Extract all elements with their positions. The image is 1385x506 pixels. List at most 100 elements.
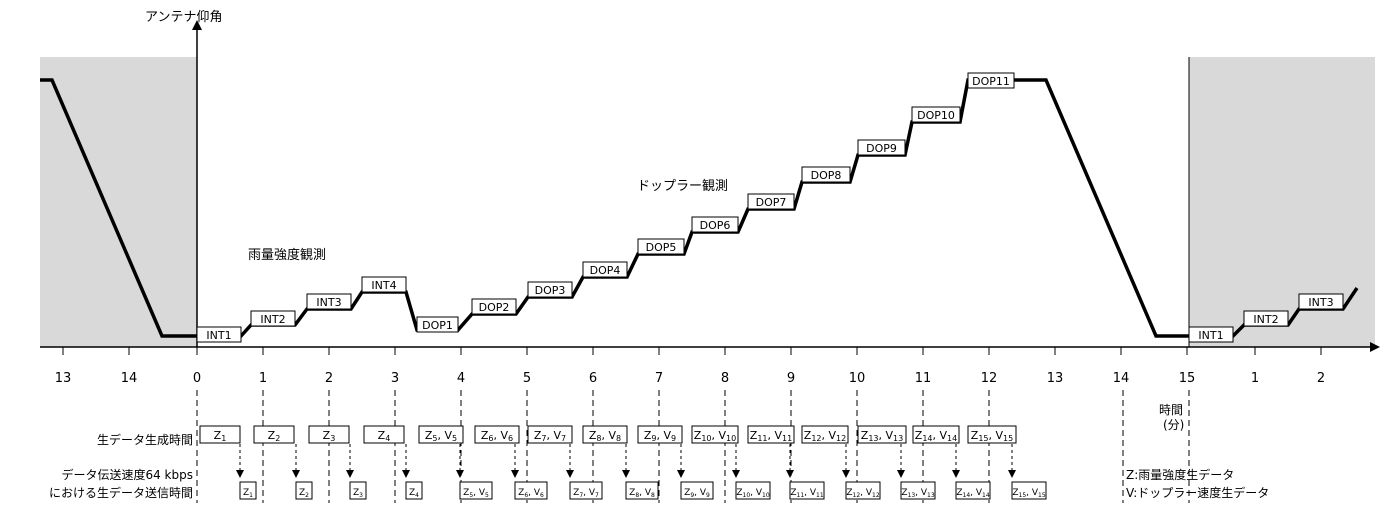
x-tick-label: 11 <box>915 371 932 386</box>
scan-step-dop8: DOP8 <box>801 166 851 183</box>
data-box: Z3 <box>349 481 367 500</box>
transmission-arrow-head <box>566 470 574 478</box>
transmission-arrow-head <box>1008 470 1016 478</box>
data-box: Z9, V9 <box>637 425 683 444</box>
data-box: Z1 <box>239 481 257 500</box>
next-cycle-step-int3: INT3 <box>1298 293 1344 310</box>
data-box-label: Z1 <box>214 429 227 443</box>
legend-z: Z:雨量強度生データ <box>1126 467 1234 482</box>
data-box-label: Z5, V5 <box>425 429 457 443</box>
x-tick-label: 10 <box>849 371 866 386</box>
transmission-arrow-head <box>677 470 685 478</box>
x-tick-label: 8 <box>721 371 729 386</box>
data-box-label: Z7, V7 <box>573 488 599 499</box>
data-box: Z7, V7 <box>527 425 573 444</box>
x-tick-label: 1 <box>1251 371 1259 386</box>
data-box-label: Z3 <box>353 488 363 499</box>
transmission-arrow-head <box>622 470 630 478</box>
data-box: Z11, V11 <box>789 481 825 500</box>
data-box-label: Z9, V9 <box>684 488 710 499</box>
scan-step-label: INT2 <box>260 313 285 326</box>
x-tick-label: 13 <box>1047 371 1064 386</box>
scan-step-label: INT4 <box>371 279 396 292</box>
data-box: Z4 <box>363 425 405 444</box>
scan-step-boxes: INT1 INT2 INT3 INT4 DOP1 DOP2 DOP3 DOP4 DOP5 DOP6… <box>196 72 1015 343</box>
scan-step-label: DOP3 <box>535 284 566 297</box>
scan-step-label: INT1 <box>1198 329 1223 342</box>
transmission-arrow-head <box>236 470 244 478</box>
transmission-arrows <box>236 444 1016 478</box>
data-box-label: Z7, V7 <box>534 429 566 443</box>
transmission-arrow-head <box>786 470 794 478</box>
data-box-label: Z8, V8 <box>589 429 621 443</box>
data-box: Z8, V8 <box>625 481 659 500</box>
scan-step-label: DOP7 <box>756 196 787 209</box>
scan-step-label: DOP4 <box>590 264 621 277</box>
x-tick-label: 2 <box>325 371 333 386</box>
data-box-label: Z10, V10 <box>736 488 770 499</box>
data-box-label: Z13, V13 <box>861 429 903 443</box>
data-box: Z14, V14 <box>955 481 991 500</box>
data-box-label: Z2 <box>268 429 281 443</box>
scan-step-label: DOP1 <box>422 319 453 332</box>
data-box-label: Z1 <box>243 488 253 499</box>
transmission-arrow-head <box>897 470 905 478</box>
data-box: Z2 <box>295 481 313 500</box>
x-tick-label: 14 <box>1113 371 1130 386</box>
x-tick-label: 13 <box>55 371 72 386</box>
data-box-label: Z12, V12 <box>846 488 880 499</box>
data-box: Z12, V12 <box>801 425 849 444</box>
data-box-label: Z14, V14 <box>915 429 957 443</box>
scan-step-int2: INT2 <box>250 310 296 327</box>
data-box-label: Z15, V15 <box>1012 488 1046 499</box>
scan-step-dop9: DOP9 <box>857 139 906 156</box>
data-box-label: Z8, V8 <box>629 488 655 499</box>
y-axis-label: アンテナ仰角 <box>145 10 222 25</box>
data-box: Z7, V7 <box>569 481 603 500</box>
transmission-arrow-head <box>346 470 354 478</box>
x-tick-label: 7 <box>655 371 663 386</box>
data-box: Z11, V11 <box>747 425 795 444</box>
transmission-row-label-line2: における生データ送信時間 <box>49 485 193 500</box>
scan-step-label: DOP11 <box>972 75 1010 88</box>
data-box-label: Z14, V14 <box>956 488 990 499</box>
data-box: Z6, V6 <box>514 481 548 500</box>
scan-step-dop5: DOP5 <box>637 238 685 255</box>
x-tick-label: 15 <box>1179 371 1196 386</box>
transmission-arrow-head <box>842 470 850 478</box>
scan-step-dop10: DOP10 <box>911 106 961 123</box>
x-tick-label: 14 <box>121 371 138 386</box>
elevation-profile <box>40 78 1359 338</box>
previous-cycle-shade <box>40 57 197 347</box>
scan-step-label: DOP6 <box>700 219 731 232</box>
scan-step-dop6: DOP6 <box>691 216 739 233</box>
scan-step-label: DOP2 <box>479 301 510 314</box>
doppler-observation-label: ドップラー観測 <box>637 179 728 194</box>
transmission-arrow-head <box>402 470 410 478</box>
transmission-arrow-head <box>511 470 519 478</box>
data-box-label: Z11, V11 <box>790 488 824 499</box>
scan-step-dop11: DOP11 <box>967 72 1015 89</box>
data-box: Z12, V12 <box>845 481 881 500</box>
data-box: Z9, V9 <box>680 481 714 500</box>
next-cycle-step-int1: INT1 <box>1188 326 1234 343</box>
transmission-arrow-head <box>292 470 300 478</box>
data-box: Z13, V13 <box>900 481 936 500</box>
data-box: Z13, V13 <box>857 425 907 444</box>
x-tick-label: 5 <box>523 371 531 386</box>
data-box: Z14, V14 <box>912 425 960 444</box>
scan-step-label: DOP10 <box>917 109 955 122</box>
x-tick-label: 9 <box>787 371 795 386</box>
scan-step-label: INT1 <box>206 329 231 342</box>
scan-step-int3: INT3 <box>306 293 352 310</box>
next-cycle-shade <box>1189 57 1375 347</box>
elevation-line <box>40 78 1189 338</box>
x-tick-label: 12 <box>981 371 998 386</box>
scan-step-dop2: DOP2 <box>471 298 517 315</box>
data-box: Z10, V10 <box>735 481 771 500</box>
scan-step-dop3: DOP3 <box>527 281 573 298</box>
next-cycle-step-int2: INT2 <box>1243 310 1289 327</box>
data-box-label: Z15, V15 <box>971 429 1013 443</box>
time-axis-label-line1: 時間 <box>1159 403 1183 417</box>
x-tick-label: 0 <box>193 371 201 386</box>
